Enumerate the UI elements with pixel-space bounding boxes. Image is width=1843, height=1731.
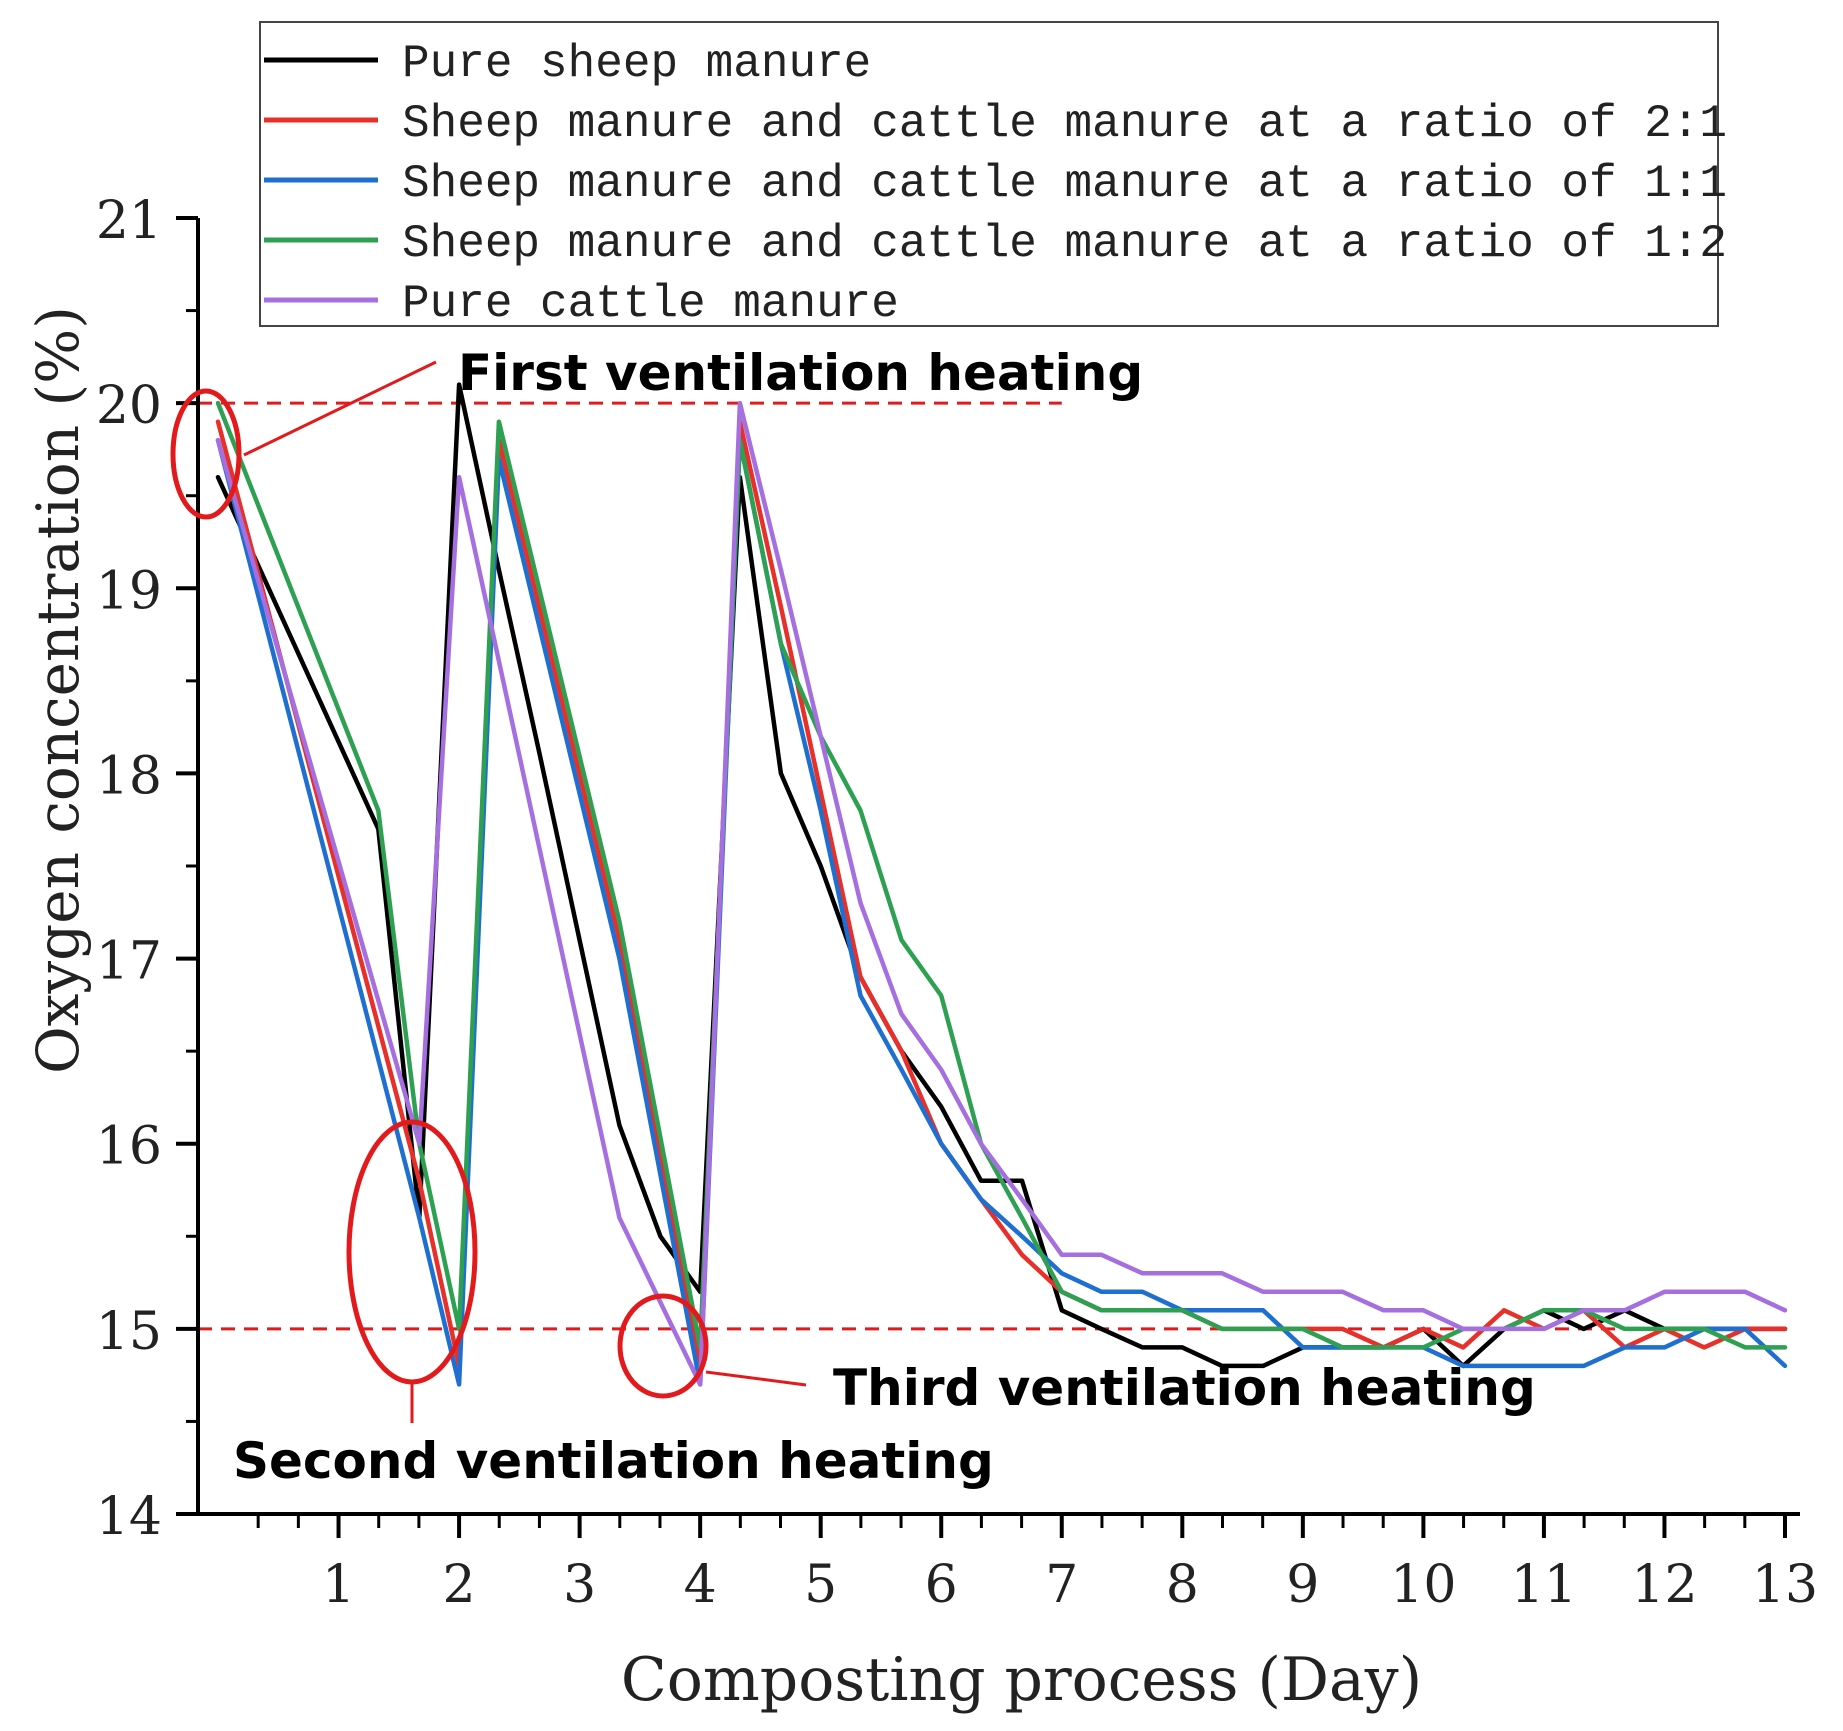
y-tick-label: 19 xyxy=(96,561,162,621)
third-ventilation-marker xyxy=(617,1293,709,1399)
first-ventilation-marker xyxy=(170,388,242,520)
y-tick-label: 21 xyxy=(96,191,162,251)
third-ventilation-label: Third ventilation heating xyxy=(833,1359,1536,1417)
series-line-4 xyxy=(215,400,1788,1350)
y-tick-label: 14 xyxy=(96,1487,162,1547)
legend-label: Sheep manure and cattle manure at a rati… xyxy=(402,158,1727,210)
legend-box xyxy=(259,21,1719,327)
legend-label: Sheep manure and cattle manure at a rati… xyxy=(402,98,1727,150)
x-tick-label: 2 xyxy=(443,1555,476,1615)
x-tick-label: 7 xyxy=(1045,1555,1078,1615)
x-tick-label: 10 xyxy=(1390,1555,1456,1615)
x-tick-label: 13 xyxy=(1752,1555,1818,1615)
third-ventilation-leader xyxy=(705,1370,807,1387)
legend: Pure sheep manure Sheep manure and cattle… xyxy=(259,21,1727,330)
series-line-5 xyxy=(215,400,1788,1387)
x-tick-label: 9 xyxy=(1286,1555,1319,1615)
y-ticks: 14 15 16 17 18 19 20 21 xyxy=(96,191,198,1547)
y-tick-label: 16 xyxy=(96,1117,162,1177)
y-axis-label: Oxygen concentration (%) xyxy=(24,306,92,1074)
y-tick-label: 17 xyxy=(96,932,162,992)
x-tick-label: 5 xyxy=(804,1555,837,1615)
second-ventilation-label: Second ventilation heating xyxy=(233,1432,994,1490)
x-tick-label: 6 xyxy=(925,1555,958,1615)
legend-label: Sheep manure and cattle manure at a rati… xyxy=(402,218,1727,270)
x-tick-label: 3 xyxy=(563,1555,596,1615)
second-ventilation-marker xyxy=(346,1119,478,1385)
x-tick-label: 4 xyxy=(684,1555,717,1615)
x-tick-label: 11 xyxy=(1511,1555,1577,1615)
x-tick-label: 1 xyxy=(322,1555,355,1615)
first-ventilation-leader xyxy=(243,360,437,457)
series-layer xyxy=(215,382,1788,1387)
y-tick-label: 20 xyxy=(96,376,162,436)
first-ventilation-label: First ventilation heating xyxy=(458,344,1143,402)
legend-items: Pure sheep manure Sheep manure and cattle… xyxy=(264,38,1727,330)
x-axis-label: Composting process (Day) xyxy=(621,1645,1422,1715)
y-tick-label: 18 xyxy=(96,746,162,806)
x-tick-label: 12 xyxy=(1631,1555,1697,1615)
x-tick-label: 8 xyxy=(1166,1555,1199,1615)
y-tick-label: 15 xyxy=(96,1302,162,1362)
legend-label: Pure cattle manure xyxy=(402,278,899,330)
x-ticks: 1 2 3 4 5 6 7 8 9 10 11 12 13 xyxy=(256,1514,1818,1615)
annotations: First ventilation heating Second ventila… xyxy=(170,344,1536,1490)
legend-label: Pure sheep manure xyxy=(402,38,871,90)
